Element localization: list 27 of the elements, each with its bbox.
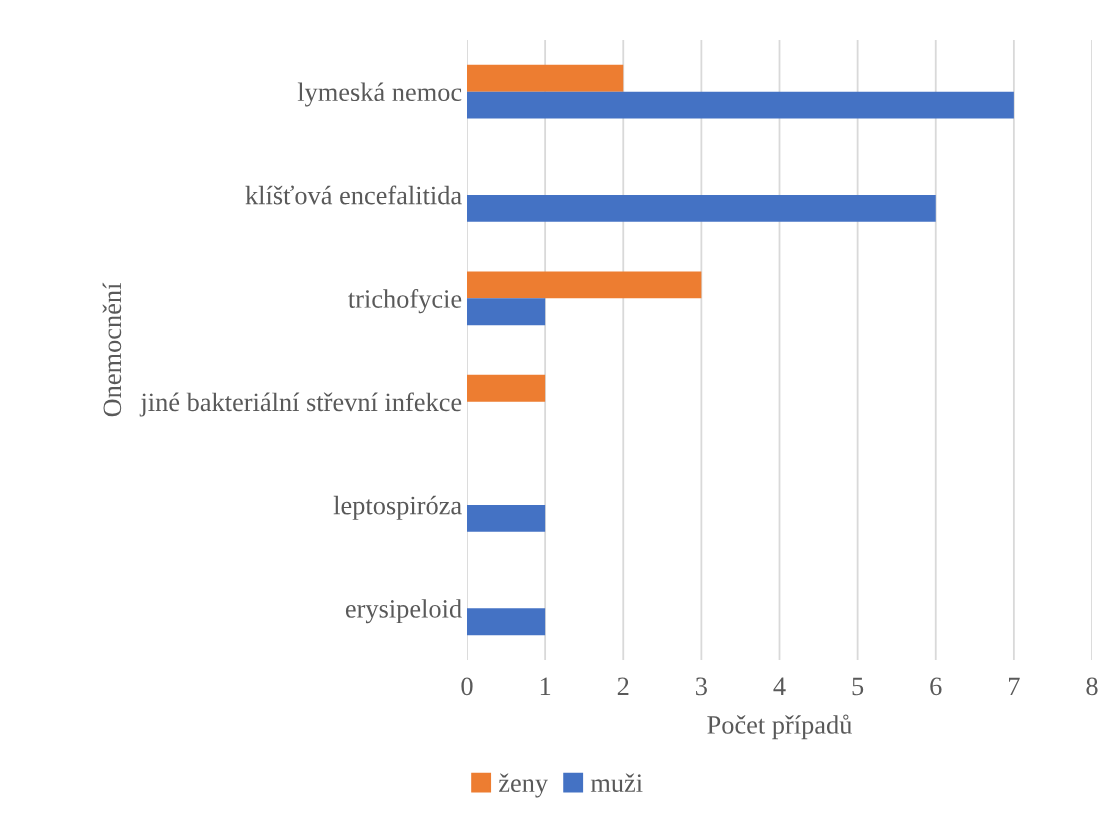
bar bbox=[467, 271, 702, 299]
y-tick-label: klíšťová encefalitida bbox=[245, 185, 462, 205]
legend-label: ženy bbox=[499, 773, 548, 798]
bar bbox=[467, 505, 546, 532]
x-tick-label: 8 bbox=[1086, 677, 1098, 696]
x-tick-label: 3 bbox=[696, 677, 707, 696]
legend-label: muži bbox=[590, 773, 643, 793]
x-tick-label: 6 bbox=[930, 677, 942, 696]
x-tick-label: 2 bbox=[617, 677, 629, 695]
y-axis-title: Onemocnění bbox=[102, 282, 122, 417]
bar bbox=[467, 195, 936, 222]
x-axis-title: Počet případů bbox=[707, 714, 852, 740]
y-tick-label: erysipeloid bbox=[345, 599, 462, 624]
y-tick-label: leptospiróza bbox=[333, 495, 462, 520]
x-tick-label: 4 bbox=[773, 677, 786, 695]
y-tick-label: trichofycie bbox=[348, 289, 462, 314]
x-tick-label: 7 bbox=[1009, 677, 1020, 695]
y-tick-label: jiné bakteriální střevní infekce bbox=[139, 392, 462, 417]
x-tick-label: 1 bbox=[540, 677, 551, 695]
bar bbox=[467, 608, 546, 636]
bar bbox=[467, 64, 624, 92]
bar bbox=[467, 298, 546, 326]
y-tick-label: lymeská nemoc bbox=[297, 82, 462, 107]
x-tick-label: 5 bbox=[852, 677, 864, 696]
x-tick-label: 0 bbox=[461, 677, 473, 696]
bar bbox=[467, 91, 1014, 119]
bar bbox=[467, 374, 546, 402]
